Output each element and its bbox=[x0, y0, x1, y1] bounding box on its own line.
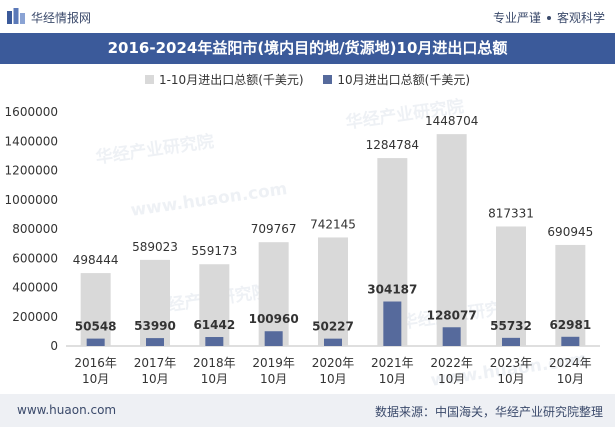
legend-label-1: 1-10月进出口总额(千美元) bbox=[158, 73, 304, 87]
bar-series-1 bbox=[555, 244, 586, 346]
x-tick-label: 2023年 10月 bbox=[490, 356, 533, 386]
x-tick-label: 2024年 10月 bbox=[549, 356, 592, 386]
data-label-series-2: 304187 bbox=[367, 283, 417, 297]
bar-series-1 bbox=[318, 237, 348, 346]
x-tick-label: 2021年 10月 bbox=[371, 356, 414, 386]
chart-title: 2016-2024年益阳市(境内目的地/货源地)10月进出口总额 bbox=[0, 33, 615, 64]
bar-series-1 bbox=[496, 226, 526, 346]
y-tick-label: 1600000 bbox=[5, 105, 58, 119]
x-tick-label: 2020年 10月 bbox=[312, 356, 355, 386]
bar-series-1 bbox=[258, 242, 289, 346]
x-tick-label: 2016年 10月 bbox=[74, 356, 117, 386]
footer-source: 数据来源：中国海关，华经产业研究院整理 bbox=[374, 405, 603, 419]
bar-series-1 bbox=[80, 273, 111, 346]
legend: 1-10月进出口总额(千美元) 10月进出口总额(千美元) bbox=[0, 71, 615, 88]
data-label-series-1: 817331 bbox=[488, 206, 534, 220]
bar-series-2 bbox=[146, 338, 164, 346]
data-label-series-2: 100960 bbox=[249, 312, 299, 326]
brand-name: 华经情报网 bbox=[31, 11, 92, 25]
bar-series-2 bbox=[502, 337, 520, 346]
data-label-series-1: 709767 bbox=[251, 222, 297, 236]
legend-swatch-2 bbox=[323, 75, 333, 84]
legend-item-series-2: 10月进出口总额(千美元) bbox=[323, 71, 470, 88]
logo-icon bbox=[7, 8, 25, 24]
data-label-series-1: 1284784 bbox=[366, 138, 419, 152]
bar-series-2 bbox=[324, 338, 342, 346]
data-label-series-2: 61442 bbox=[193, 318, 235, 332]
data-label-series-1: 559173 bbox=[191, 244, 237, 258]
bar-series-1 bbox=[199, 264, 230, 346]
dot-separator-icon bbox=[546, 15, 551, 20]
y-tick-label: 400000 bbox=[12, 281, 58, 295]
footer: www.huaon.com 数据来源：中国海关，华经产业研究院整理 bbox=[0, 394, 615, 427]
tagline-1: 专业严谨 bbox=[492, 11, 541, 25]
top-bar: 华经情报网 专业严谨 客观科学 bbox=[0, 0, 615, 33]
x-tick-label: 2022年 10月 bbox=[430, 356, 473, 386]
data-label-series-2: 62981 bbox=[549, 318, 591, 332]
legend-label-2: 10月进出口总额(千美元) bbox=[337, 73, 471, 87]
data-label-series-1: 690945 bbox=[547, 225, 593, 239]
data-label-series-2: 55732 bbox=[490, 319, 532, 333]
footer-url: www.huaon.com bbox=[17, 403, 117, 417]
bar-series-2 bbox=[561, 336, 580, 346]
data-label-series-2: 53990 bbox=[134, 319, 176, 333]
y-tick-label: 1000000 bbox=[5, 193, 58, 207]
bar-series-1 bbox=[140, 259, 170, 346]
y-tick-label: 600000 bbox=[12, 251, 58, 265]
bar-series-2 bbox=[442, 327, 461, 346]
tagline: 专业严谨 客观科学 bbox=[493, 9, 605, 26]
x-tick-label: 2017年 10月 bbox=[134, 356, 177, 386]
data-label-series-1: 498444 bbox=[73, 253, 119, 267]
y-tick-label: 0 bbox=[50, 339, 58, 353]
x-tick-label: 2018年 10月 bbox=[193, 356, 236, 386]
bar-series-1 bbox=[436, 134, 467, 346]
bar-series-2 bbox=[383, 301, 402, 346]
data-label-series-1: 742145 bbox=[310, 217, 356, 231]
bar-series-2 bbox=[264, 331, 283, 346]
y-tick-label: 1200000 bbox=[5, 164, 58, 178]
bar-series-2 bbox=[86, 338, 105, 346]
data-label-series-1: 1448704 bbox=[425, 114, 478, 128]
x-tick-label: 2019年 10月 bbox=[252, 356, 295, 386]
data-label-series-2: 50227 bbox=[312, 320, 354, 334]
tagline-2: 客观科学 bbox=[556, 11, 605, 25]
data-label-series-2: 128077 bbox=[427, 308, 477, 322]
bar-series-2 bbox=[205, 337, 224, 346]
y-tick-label: 1400000 bbox=[5, 134, 58, 148]
y-tick-label: 200000 bbox=[12, 310, 58, 324]
data-label-series-2: 50548 bbox=[75, 320, 117, 334]
legend-swatch-1 bbox=[144, 75, 154, 84]
y-tick-label: 800000 bbox=[12, 222, 58, 236]
legend-item-series-1: 1-10月进出口总额(千美元) bbox=[144, 71, 304, 88]
data-label-series-1: 589023 bbox=[132, 240, 178, 254]
bar-chart: 0 200000 400000 600000 800000 1000000 1200000 1… bbox=[5, 105, 600, 386]
